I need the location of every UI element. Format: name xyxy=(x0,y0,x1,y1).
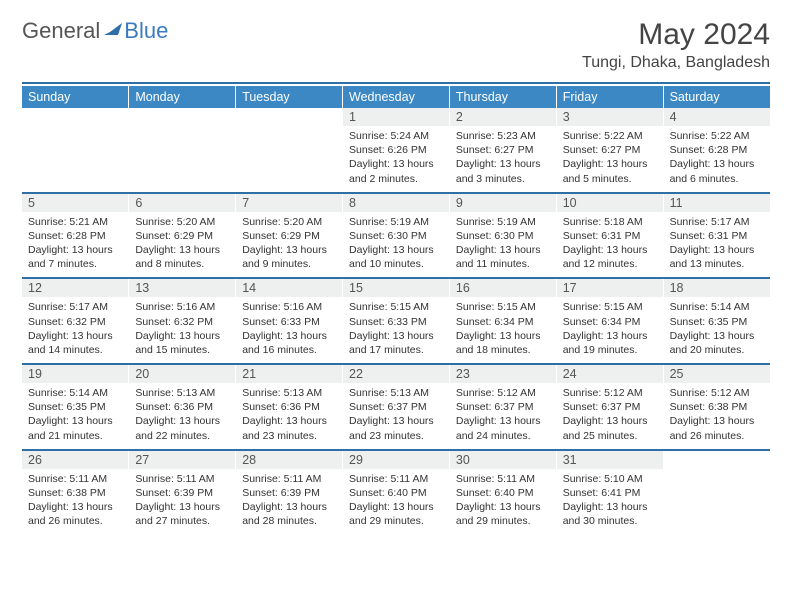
day-detail: Sunrise: 5:16 AMSunset: 6:32 PMDaylight:… xyxy=(129,297,236,363)
day-detail: Sunrise: 5:15 AMSunset: 6:34 PMDaylight:… xyxy=(449,297,556,363)
day-number: 23 xyxy=(449,365,556,383)
day-number: 13 xyxy=(129,279,236,297)
day-detail: Sunrise: 5:17 AMSunset: 6:32 PMDaylight:… xyxy=(22,297,129,363)
day-detail: Sunrise: 5:14 AMSunset: 6:35 PMDaylight:… xyxy=(22,383,129,449)
day-detail xyxy=(663,469,770,535)
detail-row: Sunrise: 5:11 AMSunset: 6:38 PMDaylight:… xyxy=(22,469,770,535)
day-number xyxy=(663,451,770,469)
day-number: 21 xyxy=(236,365,343,383)
day-number: 22 xyxy=(343,365,450,383)
brand-logo: General Blue xyxy=(22,18,168,44)
day-number: 1 xyxy=(343,108,450,126)
detail-row: Sunrise: 5:21 AMSunset: 6:28 PMDaylight:… xyxy=(22,212,770,278)
title-block: May 2024 Tungi, Dhaka, Bangladesh xyxy=(582,18,770,72)
day-detail: Sunrise: 5:15 AMSunset: 6:34 PMDaylight:… xyxy=(556,297,663,363)
page-title: May 2024 xyxy=(582,18,770,52)
day-detail: Sunrise: 5:12 AMSunset: 6:37 PMDaylight:… xyxy=(556,383,663,449)
day-number: 5 xyxy=(22,194,129,212)
day-detail: Sunrise: 5:17 AMSunset: 6:31 PMDaylight:… xyxy=(663,212,770,278)
day-number: 28 xyxy=(236,451,343,469)
day-number: 30 xyxy=(449,451,556,469)
day-detail xyxy=(22,126,129,192)
day-number: 15 xyxy=(343,279,450,297)
day-detail xyxy=(236,126,343,192)
weekday-header-row: SundayMondayTuesdayWednesdayThursdayFrid… xyxy=(22,86,770,108)
day-number: 6 xyxy=(129,194,236,212)
daynum-row: 567891011 xyxy=(22,194,770,212)
day-detail: Sunrise: 5:21 AMSunset: 6:28 PMDaylight:… xyxy=(22,212,129,278)
day-detail: Sunrise: 5:23 AMSunset: 6:27 PMDaylight:… xyxy=(449,126,556,192)
day-number: 7 xyxy=(236,194,343,212)
day-number: 12 xyxy=(22,279,129,297)
weekday-header: Monday xyxy=(129,86,236,108)
day-detail: Sunrise: 5:11 AMSunset: 6:38 PMDaylight:… xyxy=(22,469,129,535)
daynum-row: 19202122232425 xyxy=(22,365,770,383)
day-detail: Sunrise: 5:11 AMSunset: 6:40 PMDaylight:… xyxy=(343,469,450,535)
day-detail: Sunrise: 5:20 AMSunset: 6:29 PMDaylight:… xyxy=(236,212,343,278)
day-detail: Sunrise: 5:13 AMSunset: 6:36 PMDaylight:… xyxy=(236,383,343,449)
day-detail: Sunrise: 5:19 AMSunset: 6:30 PMDaylight:… xyxy=(343,212,450,278)
day-detail: Sunrise: 5:11 AMSunset: 6:39 PMDaylight:… xyxy=(236,469,343,535)
detail-row: Sunrise: 5:17 AMSunset: 6:32 PMDaylight:… xyxy=(22,297,770,363)
day-number: 24 xyxy=(556,365,663,383)
day-number: 29 xyxy=(343,451,450,469)
detail-row: Sunrise: 5:24 AMSunset: 6:26 PMDaylight:… xyxy=(22,126,770,192)
day-number: 10 xyxy=(556,194,663,212)
brand-mark-icon xyxy=(104,21,122,35)
weekday-header: Sunday xyxy=(22,86,129,108)
day-detail: Sunrise: 5:19 AMSunset: 6:30 PMDaylight:… xyxy=(449,212,556,278)
brand-part2: Blue xyxy=(124,18,168,44)
day-detail: Sunrise: 5:10 AMSunset: 6:41 PMDaylight:… xyxy=(556,469,663,535)
day-number: 3 xyxy=(556,108,663,126)
location-label: Tungi, Dhaka, Bangladesh xyxy=(582,54,770,72)
day-number: 8 xyxy=(343,194,450,212)
day-detail: Sunrise: 5:12 AMSunset: 6:38 PMDaylight:… xyxy=(663,383,770,449)
day-number xyxy=(22,108,129,126)
day-detail: Sunrise: 5:13 AMSunset: 6:37 PMDaylight:… xyxy=(343,383,450,449)
day-number: 17 xyxy=(556,279,663,297)
day-number: 9 xyxy=(449,194,556,212)
weekday-header: Saturday xyxy=(663,86,770,108)
day-number xyxy=(236,108,343,126)
daynum-row: 262728293031 xyxy=(22,451,770,469)
detail-row: Sunrise: 5:14 AMSunset: 6:35 PMDaylight:… xyxy=(22,383,770,449)
day-detail: Sunrise: 5:12 AMSunset: 6:37 PMDaylight:… xyxy=(449,383,556,449)
day-number: 16 xyxy=(449,279,556,297)
day-number: 14 xyxy=(236,279,343,297)
day-detail: Sunrise: 5:22 AMSunset: 6:28 PMDaylight:… xyxy=(663,126,770,192)
day-number: 11 xyxy=(663,194,770,212)
brand-part1: General xyxy=(22,18,100,44)
day-detail: Sunrise: 5:22 AMSunset: 6:27 PMDaylight:… xyxy=(556,126,663,192)
day-number: 2 xyxy=(449,108,556,126)
day-detail: Sunrise: 5:13 AMSunset: 6:36 PMDaylight:… xyxy=(129,383,236,449)
weekday-header: Wednesday xyxy=(343,86,450,108)
weekday-header: Friday xyxy=(556,86,663,108)
day-number: 4 xyxy=(663,108,770,126)
calendar-table: SundayMondayTuesdayWednesdayThursdayFrid… xyxy=(22,86,770,534)
header: General Blue May 2024 Tungi, Dhaka, Bang… xyxy=(0,0,792,78)
day-number: 26 xyxy=(22,451,129,469)
day-detail: Sunrise: 5:20 AMSunset: 6:29 PMDaylight:… xyxy=(129,212,236,278)
day-number: 25 xyxy=(663,365,770,383)
day-number: 27 xyxy=(129,451,236,469)
day-detail: Sunrise: 5:11 AMSunset: 6:40 PMDaylight:… xyxy=(449,469,556,535)
day-detail xyxy=(129,126,236,192)
daynum-row: 12131415161718 xyxy=(22,279,770,297)
day-detail: Sunrise: 5:16 AMSunset: 6:33 PMDaylight:… xyxy=(236,297,343,363)
day-detail: Sunrise: 5:15 AMSunset: 6:33 PMDaylight:… xyxy=(343,297,450,363)
day-number xyxy=(129,108,236,126)
weekday-header: Tuesday xyxy=(236,86,343,108)
day-number: 20 xyxy=(129,365,236,383)
weekday-header: Thursday xyxy=(449,86,556,108)
day-detail: Sunrise: 5:18 AMSunset: 6:31 PMDaylight:… xyxy=(556,212,663,278)
day-detail: Sunrise: 5:14 AMSunset: 6:35 PMDaylight:… xyxy=(663,297,770,363)
day-detail: Sunrise: 5:24 AMSunset: 6:26 PMDaylight:… xyxy=(343,126,450,192)
header-rule xyxy=(22,82,770,84)
day-number: 19 xyxy=(22,365,129,383)
day-number: 18 xyxy=(663,279,770,297)
daynum-row: 1234 xyxy=(22,108,770,126)
day-detail: Sunrise: 5:11 AMSunset: 6:39 PMDaylight:… xyxy=(129,469,236,535)
day-number: 31 xyxy=(556,451,663,469)
